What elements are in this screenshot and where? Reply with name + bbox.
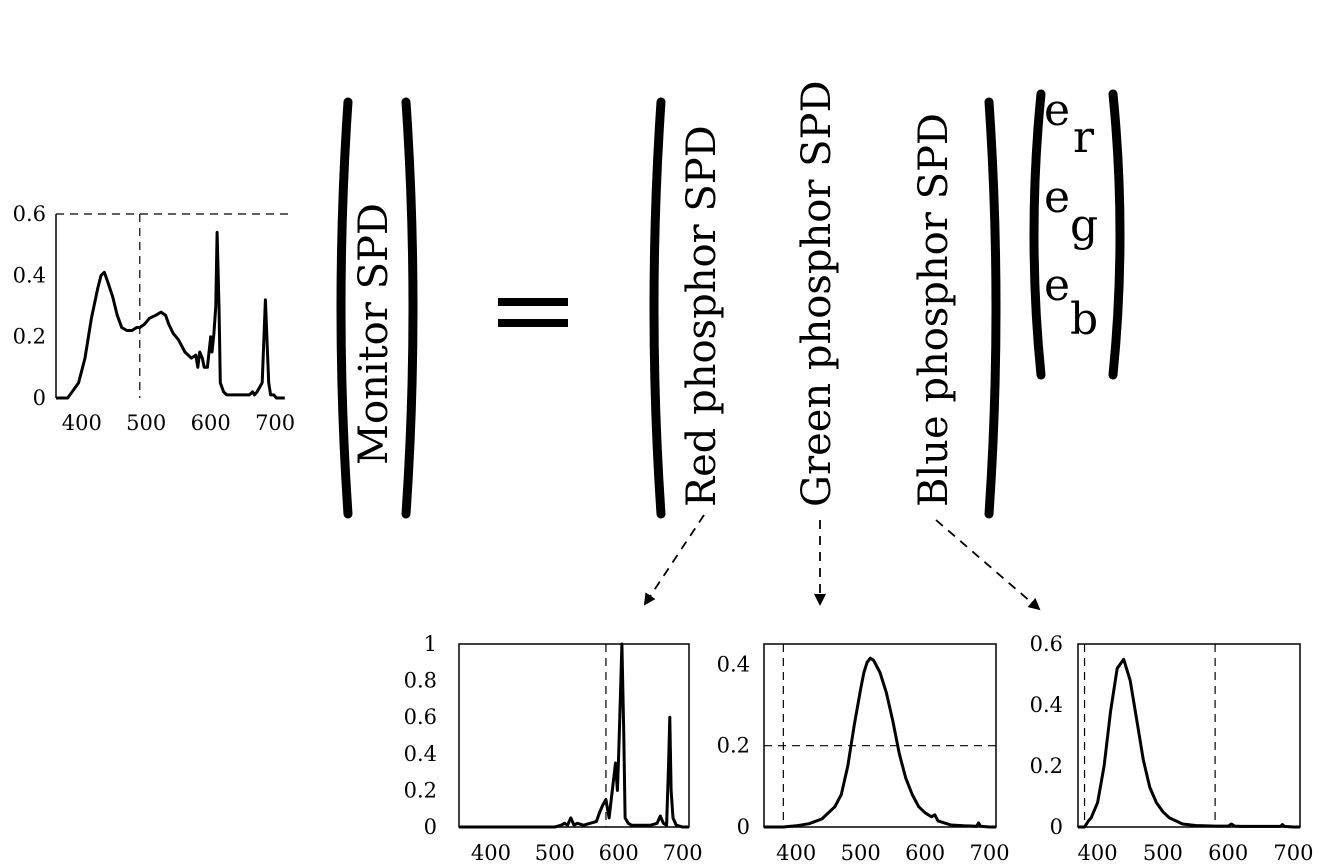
spd-series-line <box>56 230 285 400</box>
equals-sign <box>498 298 568 327</box>
y-tick-label: 0.6 <box>13 202 46 226</box>
plot-frame <box>1077 643 1301 828</box>
x-tick-label: 700 <box>255 411 295 435</box>
right-paren <box>1108 89 1125 380</box>
spd-series-line <box>764 656 996 829</box>
weight-g: e <box>1044 172 1070 223</box>
y-tick-label: 0 <box>33 386 46 410</box>
monitor-spd-chart: 400 500 600 700 0 0.2 0.4 0.6 <box>13 202 296 435</box>
red-phosphor-chart: 400 500 600 700 0 0.2 0.4 0.6 0.8 1 <box>404 632 703 865</box>
x-tick-label: 400 <box>62 411 102 435</box>
monitor-spd-label: Monitor SPD <box>351 203 397 465</box>
plot-frame <box>458 643 690 828</box>
spd-series-line <box>1078 657 1300 829</box>
weight-r-subscript: r <box>1073 112 1095 163</box>
left-paren <box>336 97 353 519</box>
x-tick-label: 700 <box>970 841 1010 865</box>
red-phosphor-label: Red phosphor SPD <box>679 125 725 507</box>
x-tick-label: 600 <box>905 841 945 865</box>
y-tick-label: 0.8 <box>404 669 437 693</box>
blue-phosphor-label: Blue phosphor SPD <box>911 113 957 507</box>
x-tick-label: 600 <box>191 411 231 435</box>
spd-series-line <box>459 642 689 829</box>
x-tick-label: 400 <box>776 841 816 865</box>
y-tick-label: 0.4 <box>1030 693 1063 717</box>
right-paren <box>401 97 418 519</box>
weight-b: e <box>1044 260 1070 311</box>
blue-phosphor-chart: 400 500 600 700 0 0.2 0.4 0.6 <box>1030 632 1314 865</box>
y-tick-label: 0.6 <box>1030 632 1063 656</box>
x-tick-label: 400 <box>471 841 511 865</box>
red-arrow <box>643 514 705 606</box>
x-tick-label: 700 <box>663 841 703 865</box>
y-tick-label: 0.2 <box>717 734 750 758</box>
green-phosphor-chart: 400 500 600 700 0 0.2 0.4 <box>717 643 1010 865</box>
phosphor-matrix: Red phosphor SPD Green phosphor SPD Blue… <box>649 80 1001 519</box>
weight-vector: e r e g e b <box>1029 85 1125 380</box>
x-tick-label: 600 <box>599 841 639 865</box>
green-phosphor-label: Green phosphor SPD <box>794 80 840 507</box>
y-tick-label: 0.4 <box>13 263 46 287</box>
y-tick-label: 1 <box>424 632 437 656</box>
weight-b-subscript: b <box>1070 294 1098 345</box>
x-tick-label: 700 <box>1273 841 1313 865</box>
y-tick-label: 0 <box>424 815 437 839</box>
y-tick-label: 0.2 <box>1030 754 1063 778</box>
left-paren <box>649 97 666 519</box>
x-tick-label: 600 <box>1208 841 1248 865</box>
weight-g-subscript: g <box>1070 200 1098 251</box>
y-tick-label: 0.6 <box>404 705 437 729</box>
y-tick-label: 0.2 <box>404 778 437 802</box>
x-tick-label: 500 <box>841 841 881 865</box>
plot-frame <box>763 643 997 828</box>
y-tick-label: 0.4 <box>404 742 437 766</box>
y-tick-label: 0.2 <box>13 325 46 349</box>
y-tick-label: 0 <box>737 815 750 839</box>
monitor-spd-vector: Monitor SPD <box>336 97 418 519</box>
blue-arrow <box>935 519 1041 611</box>
arrows <box>643 514 1041 611</box>
y-tick-label: 0.4 <box>717 652 750 676</box>
x-tick-label: 500 <box>126 411 166 435</box>
weight-r: e <box>1044 85 1070 136</box>
left-paren <box>1029 89 1046 380</box>
x-tick-label: 500 <box>1143 841 1183 865</box>
right-paren <box>984 97 1001 519</box>
y-tick-label: 0 <box>1050 815 1063 839</box>
x-tick-label: 500 <box>535 841 575 865</box>
x-tick-label: 400 <box>1078 841 1118 865</box>
